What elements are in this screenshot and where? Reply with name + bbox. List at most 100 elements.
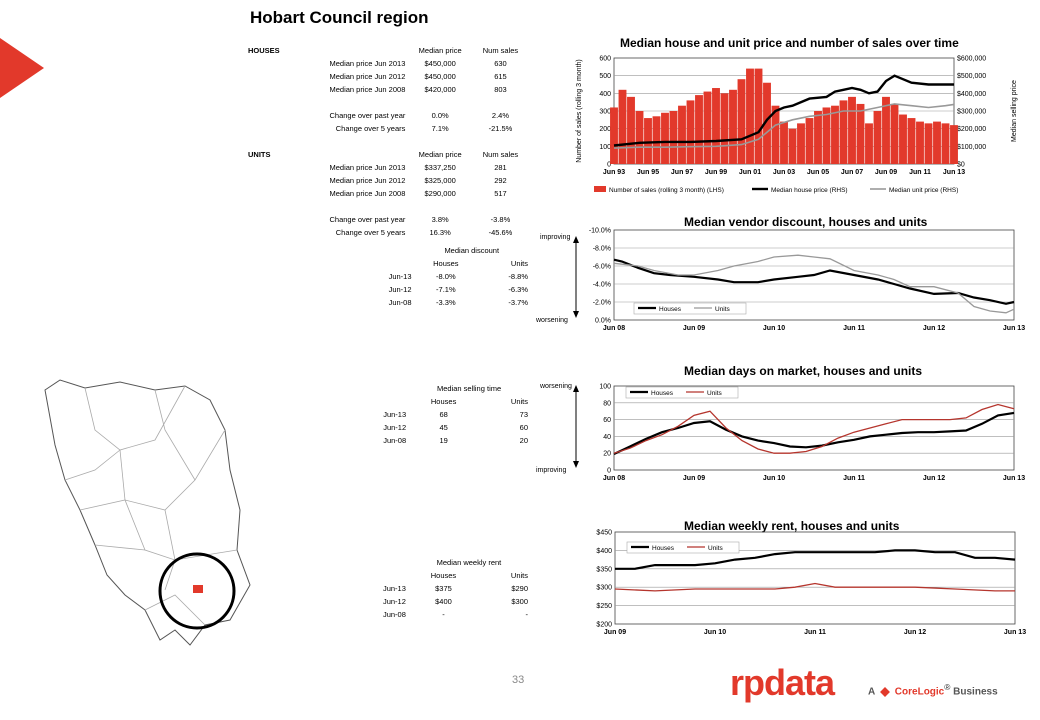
- cell-value: 20: [519, 436, 528, 445]
- units-section-label: UNITS: [248, 150, 271, 159]
- tag-suffix: Business: [950, 686, 998, 698]
- x-tick-label: Jun 13: [1003, 325, 1025, 332]
- sales-bar: [856, 103, 865, 164]
- sales-bar: [797, 123, 805, 164]
- table-row: Jun-12 $400 $300: [360, 595, 530, 608]
- arrow-down-icon: [573, 461, 579, 468]
- page-title: Hobart Council region: [250, 8, 429, 27]
- corelogic-diamond-icon: [880, 686, 890, 697]
- lga-boundary: [144, 594, 206, 626]
- y-tick-label: 0: [607, 468, 611, 475]
- arrow-down-icon: [573, 311, 579, 318]
- chart-title: Median house and unit price and number o…: [620, 36, 959, 50]
- cell-value: 292: [494, 176, 507, 185]
- y-tick-label: 100: [599, 384, 611, 391]
- y-tick-label: 80: [603, 400, 611, 407]
- col-houses: Houses: [433, 259, 459, 268]
- x-tick-label: Jun 08: [603, 325, 625, 332]
- y-tick-label: $400: [596, 548, 612, 555]
- units-series-line: [614, 582, 1015, 592]
- vendor-discount-chart: 0.0% -2.0% -4.0% -6.0% -8.0% -10.0% Jun 08 Jun …: [535, 228, 1025, 333]
- table-row: Jun-12 -7.1% -6.3%: [360, 283, 530, 296]
- tag-mark: ®: [944, 682, 951, 692]
- chart-title: Median weekly rent, houses and units: [684, 519, 900, 533]
- cell-value: -21.5%: [488, 124, 513, 133]
- table-row: Change over past year 3.8% -3.8%: [246, 213, 528, 226]
- row-label: Change over past year: [329, 111, 406, 120]
- sales-bar: [754, 68, 763, 164]
- chart-title: Median vendor discount, houses and units: [684, 215, 928, 229]
- cell-value: $325,000: [424, 176, 456, 185]
- x-tick-label: Jun 12: [923, 325, 945, 332]
- sales-bar: [822, 107, 831, 164]
- sales-bar: [941, 123, 950, 164]
- legend-label: Median house price (RHS): [771, 187, 848, 194]
- row-label: Change over 5 years: [335, 124, 406, 133]
- y2-tick-label: $400,000: [957, 91, 986, 98]
- x-tick-label: Jun 09: [683, 325, 705, 332]
- cell-value: $290: [511, 584, 528, 593]
- annotation-top: improving: [540, 234, 570, 241]
- legend-label: Units: [708, 545, 724, 552]
- sales-bar: [695, 95, 703, 164]
- legend-box: [633, 302, 747, 315]
- legend-label: Units: [707, 390, 723, 397]
- row-label: Jun-12: [382, 597, 406, 606]
- legend-label: Houses: [659, 306, 682, 313]
- table-row: Change over 5 years 16.3% -45.6%: [246, 226, 528, 239]
- table-row: Change over 5 years 7.1% -21.5%: [246, 122, 528, 135]
- row-label: Jun-12: [383, 423, 407, 432]
- row-label: Jun-08: [388, 298, 412, 307]
- cell-value: -3.8%: [490, 215, 511, 224]
- row-label: Change over 5 years: [335, 228, 406, 237]
- row-label: Median price Jun 2012: [329, 176, 406, 185]
- y-tick-label: -4.0%: [593, 282, 611, 289]
- sales-bar: [916, 121, 924, 164]
- sales-bar: [865, 123, 873, 164]
- units-series-line: [613, 403, 1015, 454]
- plot-frame: [614, 531, 1016, 625]
- cell-value: -7.1%: [436, 285, 456, 294]
- cell-value: $400: [435, 597, 452, 606]
- row-label: [296, 96, 408, 109]
- table-row: Jun-12 45 60: [360, 421, 530, 434]
- cell-value: 803: [494, 85, 507, 94]
- tasmania-region-map: [44, 379, 251, 646]
- cell-value: 7.1%: [431, 124, 449, 133]
- table-row: Median price Jun 2008 $420,000 803: [246, 83, 528, 96]
- x-tick-label: Jun 09: [683, 475, 705, 482]
- table-row: Jun-08 19 20: [360, 434, 530, 447]
- cell-value: -45.6%: [488, 228, 513, 237]
- weekly-rent-table: Median weekly rent Houses Units Jun-13 $37…: [360, 556, 530, 621]
- cell-value: 0.0%: [431, 111, 449, 120]
- table-row: Jun-08 - -: [360, 608, 530, 621]
- cell-value: 68: [439, 410, 448, 419]
- table-heading: Median weekly rent: [436, 558, 502, 567]
- discount-table: Median discount Houses Units Jun-13 -8.0% -…: [360, 244, 530, 309]
- x-tick-label: Jun 11: [843, 475, 865, 482]
- row-label: Jun-08: [383, 436, 407, 445]
- tasmania-outline: [44, 379, 251, 646]
- row-label: Jun-13: [382, 584, 406, 593]
- row-label: Median price Jun 2012: [329, 72, 406, 81]
- x-tick-label: Jun 07: [841, 169, 863, 176]
- houses-section-label: HOUSES: [248, 46, 280, 55]
- sales-bar: [788, 128, 797, 164]
- houses-series-line: [613, 411, 1015, 455]
- hobart-highlight: [193, 585, 203, 593]
- table-heading: Median selling time: [436, 384, 502, 393]
- cell-value: 615: [494, 72, 507, 81]
- sales-price-chart: 0 100 200 300 400 500 600 $0 $100,000 $200,000 $30…: [576, 56, 1018, 195]
- legend-label: Houses: [651, 390, 674, 397]
- sales-bar: [899, 114, 907, 164]
- x-tick-label: Jun 13: [943, 169, 965, 176]
- x-tick-label: Jun 12: [923, 475, 945, 482]
- houses-col-num-sales: Num sales: [482, 46, 519, 55]
- sales-bar: [712, 88, 720, 164]
- cell-value: -3.3%: [436, 298, 456, 307]
- cell-value: 45: [439, 423, 448, 432]
- table-row: Jun-13 $375 $290: [360, 582, 530, 595]
- col-units: Units: [510, 571, 528, 580]
- table-row: [246, 200, 528, 213]
- cell-value: $300: [511, 597, 528, 606]
